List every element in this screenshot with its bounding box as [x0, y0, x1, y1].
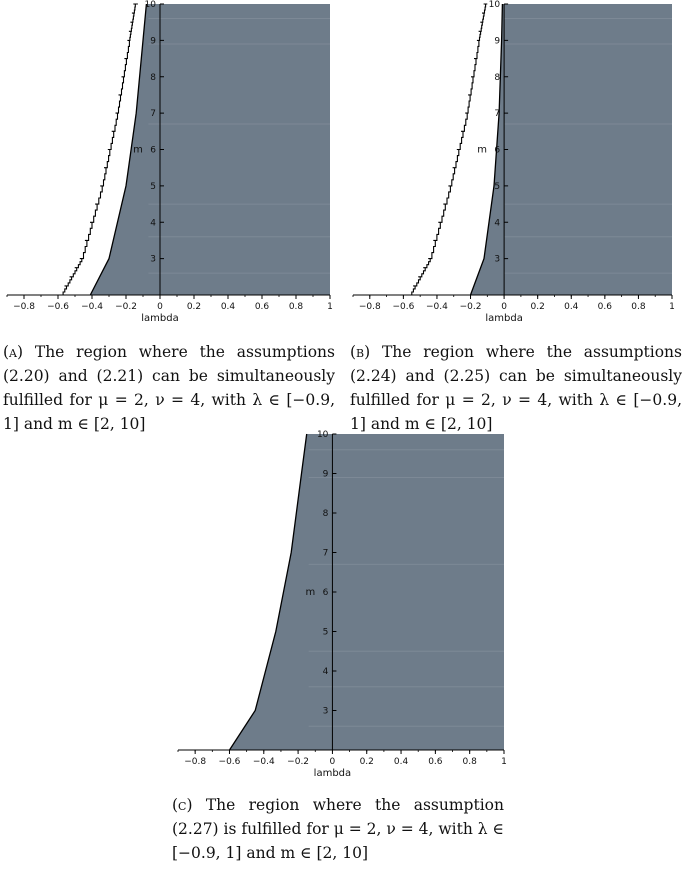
x-tick-label: 1 [669, 302, 675, 312]
x-tick-label: 0.4 [564, 302, 579, 312]
x-tick-label: 0.6 [428, 757, 443, 767]
caption-b-tag: (b) [350, 343, 371, 361]
x-tick-label: 1 [501, 757, 507, 767]
y-tick-label: 7 [323, 549, 329, 559]
y-tick-label: 5 [323, 628, 329, 638]
caption-c-text: The region where the assumption (2.27) i… [172, 796, 504, 862]
x-tick-label: 0 [157, 302, 163, 312]
region-boundary-curve [89, 3, 148, 296]
x-axis-label: lambda [314, 768, 351, 779]
y-axis-label: m [133, 145, 143, 156]
x-axis-label: lambda [141, 313, 178, 324]
y-tick-label: 8 [323, 509, 329, 519]
y-tick-label: 9 [494, 36, 500, 46]
x-tick-label: 0 [501, 302, 507, 312]
x-tick-label: 0.6 [598, 302, 613, 312]
x-tick-label: 0.6 [255, 302, 270, 312]
feasible-region [229, 434, 504, 750]
x-tick-label: 0.4 [394, 757, 409, 767]
y-tick-label: 8 [150, 73, 156, 83]
y-tick-label: 5 [150, 182, 156, 192]
y-tick-label: 10 [489, 0, 501, 10]
feasible-region [90, 4, 330, 295]
x-tick-label: −0.2 [460, 302, 482, 312]
plot-a: −0.8 −0.6 −0.4 −0.2 0 0.2 0.4 0.6 0.8 1 3 4 5 6 7 8 9 10 l… [0, 0, 345, 330]
y-axis-label: m [477, 145, 487, 156]
y-tick-label: 3 [323, 707, 329, 717]
caption-c-tag: (c) [172, 796, 193, 814]
step-boundary-curve [410, 3, 488, 296]
y-tick-label: 4 [323, 667, 329, 677]
y-tick-label: 4 [494, 218, 500, 228]
caption-c: (c) The region where the assumption (2.2… [172, 793, 504, 865]
x-tick-label: −0.6 [392, 302, 414, 312]
x-tick-label: 0.8 [289, 302, 304, 312]
plot-b-svg: −0.8 −0.6 −0.4 −0.2 0 0.2 0.4 0.6 0.8 1 3 4 5 6 7 8 9 10 l… [352, 0, 675, 324]
x-tick-label: −0.6 [219, 757, 241, 767]
y-tick-label: 3 [494, 255, 500, 265]
y-tick-label: 7 [150, 109, 156, 119]
plot-a-svg: −0.8 −0.6 −0.4 −0.2 0 0.2 0.4 0.6 0.8 1 3 4 5 6 7 8 9 10 l… [6, 0, 333, 324]
x-tick-label: 0.8 [463, 757, 478, 767]
x-tick-label: 1 [327, 302, 333, 312]
x-tick-label: 0.8 [631, 302, 646, 312]
y-tick-label: 6 [150, 146, 156, 156]
y-tick-label: 7 [494, 109, 500, 119]
x-tick-label: −0.8 [184, 757, 206, 767]
y-tick-label: 6 [323, 588, 329, 598]
caption-a: (a) The region where the assumptions (2.… [3, 340, 335, 436]
plot-b: −0.8 −0.6 −0.4 −0.2 0 0.2 0.4 0.6 0.8 1 3 4 5 6 7 8 9 10 l… [345, 0, 685, 330]
x-tick-label: 0 [330, 757, 336, 767]
feasible-region [470, 4, 672, 295]
y-tick-label: 4 [150, 218, 156, 228]
caption-a-tag: (a) [3, 343, 24, 361]
x-tick-label: −0.6 [47, 302, 69, 312]
caption-b: (b) The region where the assumptions (2.… [350, 340, 682, 436]
caption-b-text: The region where the assumptions (2.24) … [350, 343, 682, 433]
region-boundary-curve [228, 433, 308, 751]
x-tick-label: −0.4 [253, 757, 275, 767]
region-boundary-curve [469, 3, 504, 296]
x-axis-label: lambda [485, 313, 522, 324]
plot-c-svg: −0.8 −0.6 −0.4 −0.2 0 0.2 0.4 0.6 0.8 1 3 4 5 6 7 8 9 10 l… [177, 430, 507, 779]
y-tick-label: 10 [317, 430, 329, 440]
x-tick-label: 0.2 [360, 757, 374, 767]
y-tick-label: 6 [494, 146, 500, 156]
x-tick-label: −0.2 [115, 302, 137, 312]
y-tick-label: 9 [323, 470, 329, 480]
x-tick-label: 0.2 [187, 302, 201, 312]
y-tick-label: 10 [145, 0, 157, 10]
y-tick-label: 8 [494, 73, 500, 83]
x-tick-label: −0.2 [287, 757, 309, 767]
x-tick-label: −0.8 [359, 302, 381, 312]
x-tick-label: −0.8 [13, 302, 35, 312]
x-tick-label: −0.4 [81, 302, 103, 312]
y-tick-label: 9 [150, 36, 156, 46]
y-tick-label: 5 [494, 182, 500, 192]
x-tick-label: 0.2 [531, 302, 545, 312]
plot-c: −0.8 −0.6 −0.4 −0.2 0 0.2 0.4 0.6 0.8 1 3 4 5 6 7 8 9 10 l… [160, 425, 520, 785]
step-boundary-curve [61, 3, 138, 296]
x-tick-label: 0.4 [221, 302, 236, 312]
x-tick-label: −0.4 [426, 302, 448, 312]
y-tick-label: 3 [150, 255, 156, 265]
y-axis-label: m [306, 587, 316, 598]
caption-a-text: The region where the assumptions (2.20) … [3, 343, 335, 433]
